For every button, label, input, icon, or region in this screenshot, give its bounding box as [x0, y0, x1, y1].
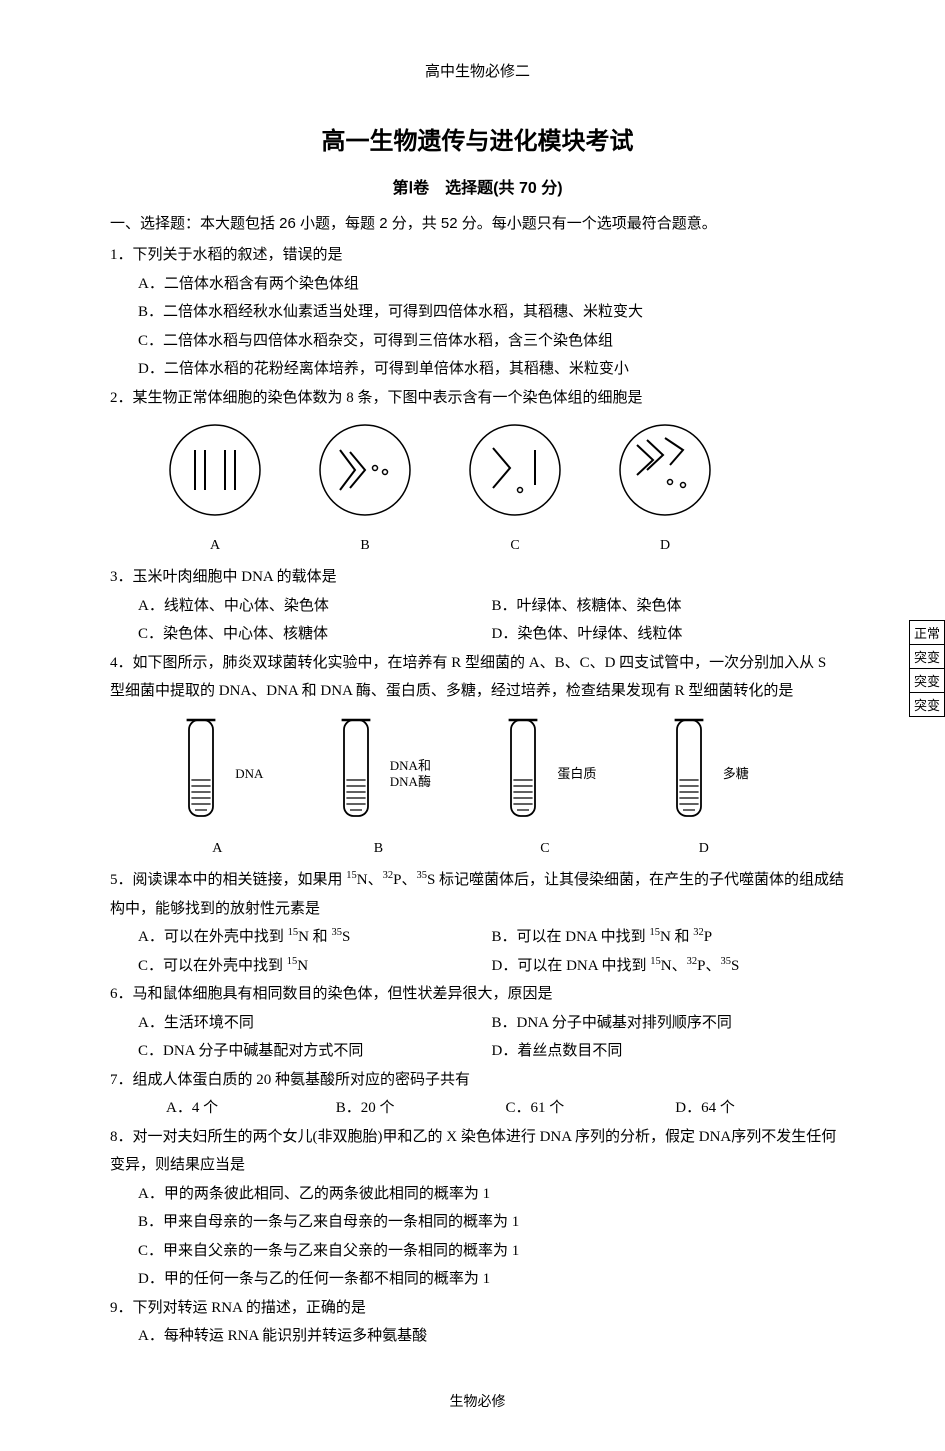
tube-b-label: B	[326, 836, 431, 863]
tube-a-label: A	[171, 836, 263, 863]
q6-opt-c: C．DNA 分子中碱基配对方式不同	[138, 1037, 492, 1066]
q7-opt-a: A．4 个	[166, 1094, 336, 1123]
q3-stem: 3．玉米叶肉细胞中 DNA 的载体是	[110, 563, 845, 592]
side-cell-0: 正常	[909, 621, 944, 645]
cell-diagram-a	[165, 420, 265, 520]
side-cell-1: 突变	[909, 645, 944, 669]
q6-stem: 6．马和鼠体细胞具有相同数目的染色体，但性状差异很大，原因是	[110, 980, 845, 1009]
q5-stem: 5．阅读课本中的相关链接，如果用 15N、32P、35S 标记噬菌体后，让其侵染…	[110, 866, 845, 923]
side-table-fragment: 正常 突变 突变 突变	[909, 620, 945, 717]
cell-diagram-c	[465, 420, 565, 520]
q4-figures: DNA A DNA和 DNA酶	[140, 714, 780, 863]
q5-opt-b: B．可以在 DNA 中找到 15N 和 32P	[492, 923, 846, 952]
tube-d-caption: 多糖	[723, 766, 749, 782]
exam-page: 高中生物必修二 高一生物遗传与进化模块考试 第Ⅰ卷 选择题(共 70 分) 一、…	[0, 0, 945, 1451]
q1-opt-b: B．二倍体水稻经秋水仙素适当处理，可得到四倍体水稻，其稻穗、米粒变大	[138, 298, 845, 327]
q3-opt-d: D．染色体、叶绿体、线粒体	[492, 620, 846, 649]
question-4: 4．如下图所示，肺炎双球菌转化实验中，在培养有 R 型细菌的 A、B、C、D 四…	[110, 649, 845, 863]
exam-subtitle: 第Ⅰ卷 选择题(共 70 分)	[110, 174, 845, 198]
q6-opt-a: A．生活环境不同	[138, 1009, 492, 1038]
q1-opt-d: D．二倍体水稻的花粉经离体培养，可得到单倍体水稻，其稻穗、米粒变小	[138, 355, 845, 384]
q6-opt-d: D．着丝点数目不同	[492, 1037, 846, 1066]
q8-opt-b: B．甲来自母亲的一条与乙来自母亲的一条相同的概率为 1	[138, 1208, 845, 1237]
question-5: 5．阅读课本中的相关链接，如果用 15N、32P、35S 标记噬菌体后，让其侵染…	[110, 866, 845, 980]
page-footer: 生物必修	[110, 1391, 845, 1411]
q5-opt-a: A．可以在外壳中找到 15N 和 35S	[138, 923, 492, 952]
page-header: 高中生物必修二	[110, 60, 845, 81]
q8-stem: 8．对一对夫妇所生的两个女儿(非双胞胎)甲和乙的 X 染色体进行 DNA 序列的…	[110, 1123, 845, 1180]
tube-c-caption: 蛋白质	[557, 766, 596, 782]
tube-c-label: C	[493, 836, 596, 863]
test-tube-b	[326, 714, 386, 834]
q1-stem: 1．下列关于水稻的叙述，错误的是	[110, 241, 845, 270]
q3-opt-c: C．染色体、中心体、核糖体	[138, 620, 492, 649]
q2-stem: 2．某生物正常体细胞的染色体数为 8 条，下图中表示含有一个染色体组的细胞是	[110, 384, 845, 413]
q5-opt-c: C．可以在外壳中找到 15N	[138, 952, 492, 981]
question-9: 9．下列对转运 RNA 的描述，正确的是 A．每种转运 RNA 能识别并转运多种…	[110, 1294, 845, 1351]
test-tube-c	[493, 714, 553, 834]
test-tube-a	[171, 714, 231, 834]
q2-label-d: D	[615, 533, 715, 560]
q7-opt-b: B．20 个	[336, 1094, 506, 1123]
q7-opt-d: D．64 个	[675, 1094, 845, 1123]
side-cell-3: 突变	[909, 693, 944, 717]
q2-label-a: A	[165, 533, 265, 560]
q9-stem: 9．下列对转运 RNA 的描述，正确的是	[110, 1294, 845, 1323]
question-6: 6．马和鼠体细胞具有相同数目的染色体，但性状差异很大，原因是 A．生活环境不同 …	[110, 980, 845, 1066]
cell-diagram-b	[315, 420, 415, 520]
q8-opt-a: A．甲的两条彼此相同、乙的两条彼此相同的概率为 1	[138, 1180, 845, 1209]
q2-figures: A B C	[140, 420, 740, 559]
tube-b-caption: DNA和 DNA酶	[390, 758, 431, 789]
test-tube-d	[659, 714, 719, 834]
q3-opt-a: A．线粒体、中心体、染色体	[138, 592, 492, 621]
q8-opt-c: C．甲来自父亲的一条与乙来自父亲的一条相同的概率为 1	[138, 1237, 845, 1266]
q8-opt-d: D．甲的任何一条与乙的任何一条都不相同的概率为 1	[138, 1265, 845, 1294]
exam-title: 高一生物遗传与进化模块考试	[110, 121, 845, 156]
q2-label-c: C	[465, 533, 565, 560]
question-2: 2．某生物正常体细胞的染色体数为 8 条，下图中表示含有一个染色体组的细胞是 A	[110, 384, 845, 560]
cell-diagram-d	[615, 420, 715, 520]
question-8: 8．对一对夫妇所生的两个女儿(非双胞胎)甲和乙的 X 染色体进行 DNA 序列的…	[110, 1123, 845, 1294]
side-cell-2: 突变	[909, 669, 944, 693]
q5-opt-d: D．可以在 DNA 中找到 15N、32P、35S	[492, 952, 846, 981]
q2-label-b: B	[315, 533, 415, 560]
q6-opt-b: B．DNA 分子中碱基对排列顺序不同	[492, 1009, 846, 1038]
tube-d-label: D	[659, 836, 749, 863]
q1-opt-a: A．二倍体水稻含有两个染色体组	[138, 270, 845, 299]
q3-opt-b: B．叶绿体、核糖体、染色体	[492, 592, 846, 621]
q4-stem: 4．如下图所示，肺炎双球菌转化实验中，在培养有 R 型细菌的 A、B、C、D 四…	[110, 649, 845, 706]
q7-stem: 7．组成人体蛋白质的 20 种氨基酸所对应的密码子共有	[110, 1066, 845, 1095]
q9-opt-a: A．每种转运 RNA 能识别并转运多种氨基酸	[138, 1322, 845, 1351]
question-1: 1．下列关于水稻的叙述，错误的是 A．二倍体水稻含有两个染色体组 B．二倍体水稻…	[110, 241, 845, 384]
section-heading: 一、选择题：本大题包括 26 小题，每题 2 分，共 52 分。每小题只有一个选…	[110, 212, 845, 233]
q1-opt-c: C．二倍体水稻与四倍体水稻杂交，可得到三倍体水稻，含三个染色体组	[138, 327, 845, 356]
question-7: 7．组成人体蛋白质的 20 种氨基酸所对应的密码子共有 A．4 个 B．20 个…	[110, 1066, 845, 1123]
q7-opt-c: C．61 个	[506, 1094, 676, 1123]
question-3: 3．玉米叶肉细胞中 DNA 的载体是 A．线粒体、中心体、染色体 B．叶绿体、核…	[110, 563, 845, 649]
tube-a-caption: DNA	[235, 766, 263, 782]
